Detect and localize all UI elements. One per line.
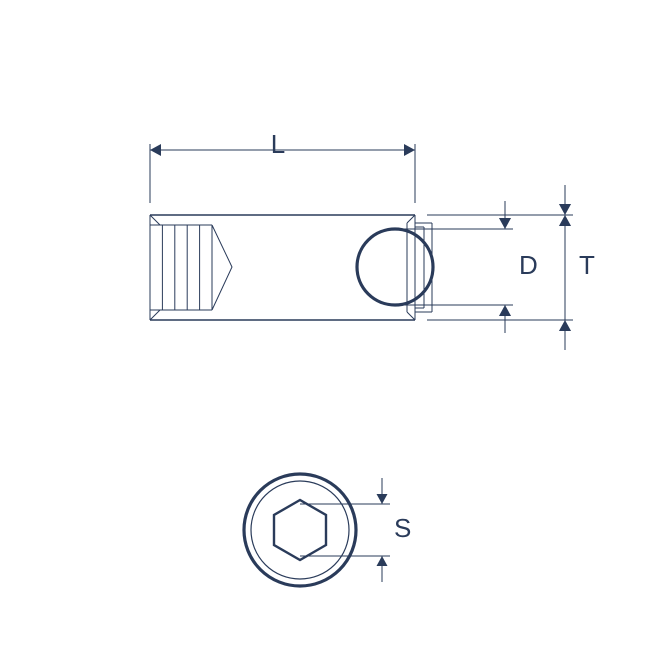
technical-drawing-svg: L T D S [0,0,670,670]
side-view: L T D [150,129,595,350]
hex-socket [274,500,326,560]
dim-label-S: S [394,513,411,543]
end-view: S [244,474,411,586]
end-outer-circle [244,474,356,586]
diagram-stage: L T D S [0,0,670,670]
end-chamfer-circle [251,481,349,579]
ball-circle [357,229,433,305]
dim-label-T: T [579,250,595,280]
dim-label-D: D [519,250,538,280]
dim-label-L: L [271,129,285,159]
